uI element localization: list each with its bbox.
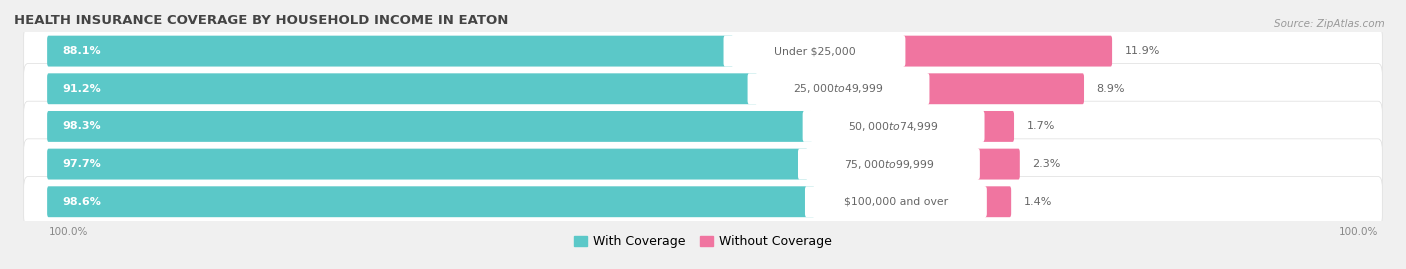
Text: 8.9%: 8.9% — [1097, 84, 1125, 94]
Text: 98.6%: 98.6% — [62, 197, 101, 207]
Text: 98.3%: 98.3% — [62, 121, 101, 132]
Text: Source: ZipAtlas.com: Source: ZipAtlas.com — [1274, 19, 1385, 29]
FancyBboxPatch shape — [48, 186, 814, 217]
FancyBboxPatch shape — [927, 73, 1084, 104]
FancyBboxPatch shape — [24, 26, 1382, 76]
FancyBboxPatch shape — [748, 73, 929, 104]
FancyBboxPatch shape — [724, 36, 905, 66]
Text: 91.2%: 91.2% — [62, 84, 101, 94]
FancyBboxPatch shape — [48, 36, 733, 66]
Text: 2.3%: 2.3% — [1032, 159, 1060, 169]
Text: 11.9%: 11.9% — [1125, 46, 1160, 56]
FancyBboxPatch shape — [48, 149, 807, 179]
FancyBboxPatch shape — [48, 73, 758, 104]
FancyBboxPatch shape — [799, 149, 980, 179]
FancyBboxPatch shape — [903, 36, 1112, 66]
FancyBboxPatch shape — [984, 186, 1011, 217]
FancyBboxPatch shape — [24, 101, 1382, 152]
Text: 1.7%: 1.7% — [1026, 121, 1054, 132]
Text: 100.0%: 100.0% — [48, 227, 89, 237]
FancyBboxPatch shape — [24, 139, 1382, 189]
Text: 88.1%: 88.1% — [62, 46, 101, 56]
FancyBboxPatch shape — [806, 186, 987, 217]
Text: 97.7%: 97.7% — [62, 159, 101, 169]
FancyBboxPatch shape — [977, 149, 1019, 179]
Text: $100,000 and over: $100,000 and over — [844, 197, 948, 207]
Legend: With Coverage, Without Coverage: With Coverage, Without Coverage — [574, 235, 832, 248]
FancyBboxPatch shape — [803, 111, 984, 142]
Text: $75,000 to $99,999: $75,000 to $99,999 — [844, 158, 934, 171]
FancyBboxPatch shape — [24, 176, 1382, 227]
Text: $50,000 to $74,999: $50,000 to $74,999 — [848, 120, 939, 133]
FancyBboxPatch shape — [48, 111, 813, 142]
FancyBboxPatch shape — [981, 111, 1014, 142]
Text: 1.4%: 1.4% — [1024, 197, 1052, 207]
FancyBboxPatch shape — [24, 63, 1382, 114]
Text: 100.0%: 100.0% — [1339, 227, 1378, 237]
Text: HEALTH INSURANCE COVERAGE BY HOUSEHOLD INCOME IN EATON: HEALTH INSURANCE COVERAGE BY HOUSEHOLD I… — [14, 14, 509, 27]
Text: $25,000 to $49,999: $25,000 to $49,999 — [793, 82, 884, 95]
Text: Under $25,000: Under $25,000 — [773, 46, 855, 56]
